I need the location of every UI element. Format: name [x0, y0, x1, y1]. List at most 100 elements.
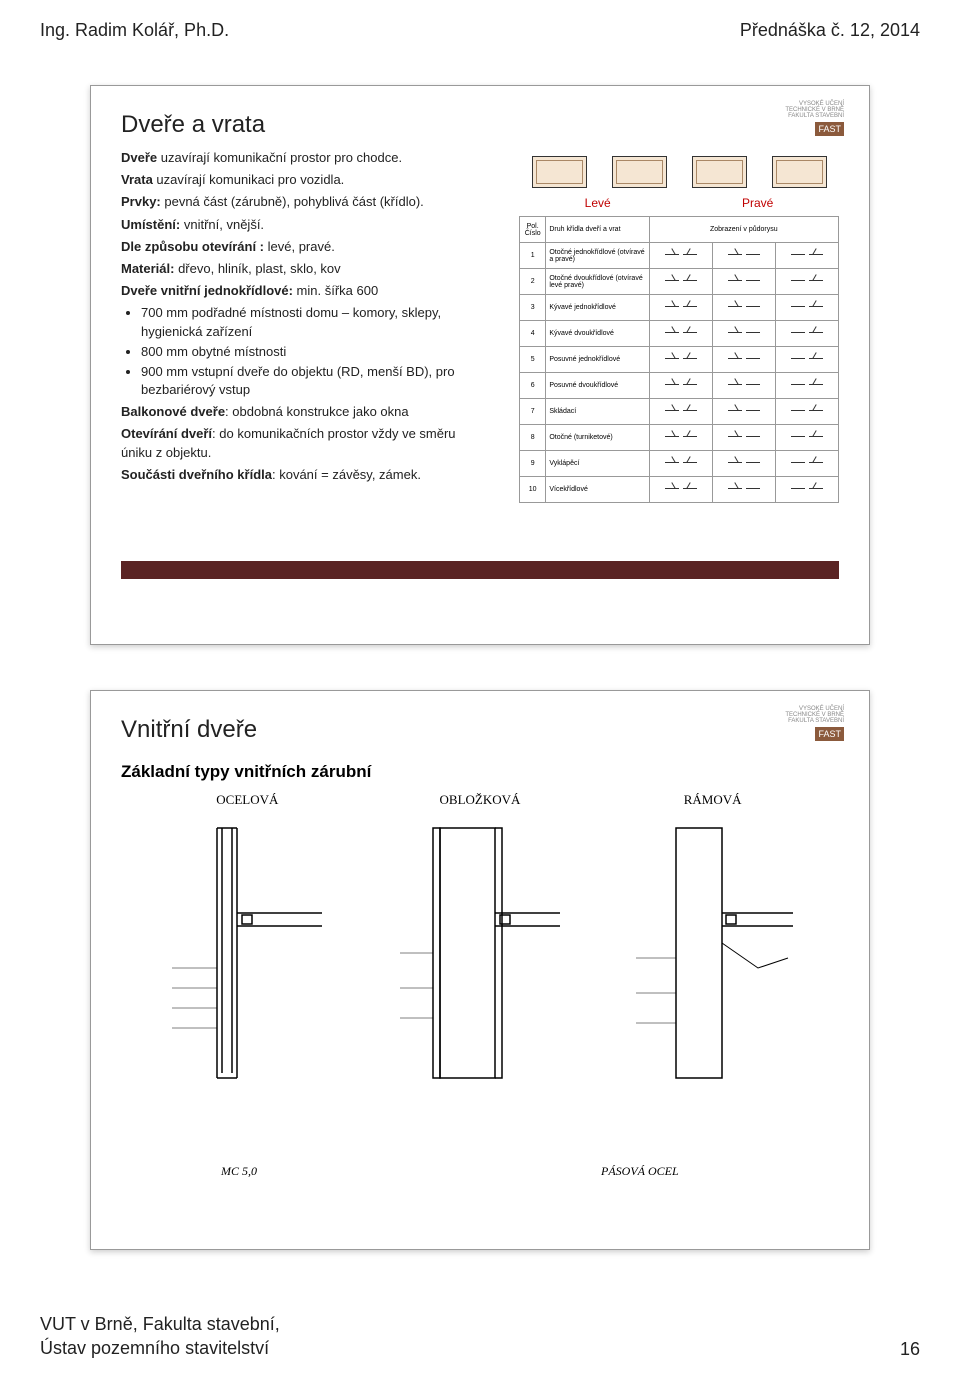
cell-dia [775, 477, 838, 503]
cell-num: 3 [520, 295, 546, 321]
table-row: 7Skládací [520, 399, 839, 425]
cell-dia [775, 321, 838, 347]
cell-num: 4 [520, 321, 546, 347]
cell-dia [649, 347, 712, 373]
frame-oblozkova: OBLOŽKOVÁ [385, 792, 575, 1133]
txt: Dveře vnitřní jednokřídlové: [121, 283, 293, 298]
door-icon [612, 156, 667, 188]
label-prave: Pravé [742, 196, 773, 210]
logo-text: VYSOKÉ UČENÍ TECHNICKÉ V BRNĚ FAKULTA ST… [784, 706, 844, 724]
cell-dia [712, 373, 775, 399]
cell-dia [712, 243, 775, 269]
cell-dia [649, 425, 712, 451]
frame-types-row: OCELOVÁ OBLOŽKOVÁ [91, 792, 869, 1133]
cell-dia [712, 347, 775, 373]
table-row: 9Vyklápěcí [520, 451, 839, 477]
frame-ramova: RÁMOVÁ [618, 792, 808, 1133]
txt: Prvky: [121, 194, 161, 209]
cell-label: Posuvné jednokřídlové [546, 347, 649, 373]
txt: : obdobná konstrukce jako okna [225, 404, 409, 419]
cell-num: 6 [520, 373, 546, 399]
door-figure: Levé Pravé Pol.Číslo Druh křídla dveří a… [519, 156, 839, 503]
footer-affiliation: VUT v Brně, Fakulta stavební, Ústav poze… [40, 1313, 280, 1360]
cell-dia [712, 269, 775, 295]
cell-dia [649, 451, 712, 477]
cell-num: 2 [520, 269, 546, 295]
cell-dia [712, 399, 775, 425]
page-number: 16 [900, 1339, 920, 1360]
table-row: 3Kývavé jednokřídlové [520, 295, 839, 321]
txt: uzavírají komunikaci pro vozidla. [153, 172, 344, 187]
txt: min. šířka 600 [293, 283, 378, 298]
cell-num: 7 [520, 399, 546, 425]
slide2-title: Vnitřní dveře [91, 691, 869, 744]
cell-dia [775, 425, 838, 451]
cell-label: Skládací [546, 399, 649, 425]
cell-num: 5 [520, 347, 546, 373]
logo-badge: FAST [815, 122, 844, 136]
slide1-title: Dveře a vrata [91, 86, 869, 139]
table-row: 1Otočné jednokřídlové (otvíravé a pravé) [520, 243, 839, 269]
table-row: 10Vícekřídlové [520, 477, 839, 503]
logo: VYSOKÉ UČENÍ TECHNICKÉ V BRNĚ FAKULTA ST… [784, 706, 844, 746]
slide1-band [121, 561, 839, 579]
cell-dia [712, 321, 775, 347]
txt: Umístění: [121, 217, 180, 232]
cell-dia [775, 451, 838, 477]
frame-svg-ramova [628, 818, 798, 1128]
th: Zobrazení v půdorysu [649, 217, 838, 243]
txt: : kování = závěsy, zámek. [272, 467, 421, 482]
th: Pol.Číslo [520, 217, 546, 243]
cell-num: 10 [520, 477, 546, 503]
table-row: 8Otočné (turniketové) [520, 425, 839, 451]
txt: levé, pravé. [264, 239, 335, 254]
txt: uzavírají komunikační prostor pro chodce… [157, 150, 402, 165]
header-lecture: Přednáška č. 12, 2014 [740, 20, 920, 41]
txt: Vrata [121, 172, 153, 187]
slide-1: VYSOKÉ UČENÍ TECHNICKÉ V BRNĚ FAKULTA ST… [90, 85, 870, 645]
slide-2: VYSOKÉ UČENÍ TECHNICKÉ V BRNĚ FAKULTA ST… [90, 690, 870, 1250]
cell-dia [649, 243, 712, 269]
cell-dia [649, 373, 712, 399]
th: Druh křídla dveří a vrat [546, 217, 649, 243]
header-author: Ing. Radim Kolář, Ph.D. [40, 20, 229, 41]
cell-label: Otočné (turniketové) [546, 425, 649, 451]
frame-ocelova: OCELOVÁ [152, 792, 342, 1133]
cell-dia [775, 243, 838, 269]
cell-dia [775, 373, 838, 399]
cell-num: 9 [520, 451, 546, 477]
table-row: 4Kývavé dvoukřídlové [520, 321, 839, 347]
list-item: 900 mm vstupní dveře do objektu (RD, men… [141, 363, 489, 399]
cell-dia [649, 477, 712, 503]
frame-label: OCELOVÁ [152, 792, 342, 808]
footer-line: VUT v Brně, Fakulta stavební, [40, 1314, 280, 1334]
cell-dia [649, 269, 712, 295]
list-item: 700 mm podřadné místnosti domu – komory,… [141, 304, 489, 340]
list-item: 800 mm obytné místnosti [141, 343, 489, 361]
cell-label: Posuvné dvoukřídlové [546, 373, 649, 399]
logo-text: VYSOKÉ UČENÍ TECHNICKÉ V BRNĚ FAKULTA ST… [784, 101, 844, 119]
txt: Balkonové dveře [121, 404, 225, 419]
cell-label: Kývavé jednokřídlové [546, 295, 649, 321]
cell-label: Otočné jednokřídlové (otvíravé a pravé) [546, 243, 649, 269]
cell-dia [649, 295, 712, 321]
frame-label: RÁMOVÁ [618, 792, 808, 808]
txt: Dveře [121, 150, 157, 165]
label-leve: Levé [585, 196, 611, 210]
txt: dřevo, hliník, plast, sklo, kov [174, 261, 340, 276]
cell-dia [712, 477, 775, 503]
table-row: 6Posuvné dvoukřídlové [520, 373, 839, 399]
logo-badge: FAST [815, 727, 844, 741]
leve-prave-labels: Levé Pravé [519, 196, 839, 210]
txt: Otevírání dveří [121, 426, 212, 441]
door-icon [772, 156, 827, 188]
frame-svg-ocelova [162, 818, 332, 1128]
frame-label: OBLOŽKOVÁ [385, 792, 575, 808]
cell-dia [712, 425, 775, 451]
door-icon [532, 156, 587, 188]
txt: Materiál: [121, 261, 174, 276]
cell-num: 1 [520, 243, 546, 269]
door-icon [692, 156, 747, 188]
slide1-body: Dveře uzavírají komunikační prostor pro … [91, 139, 519, 508]
cell-num: 8 [520, 425, 546, 451]
